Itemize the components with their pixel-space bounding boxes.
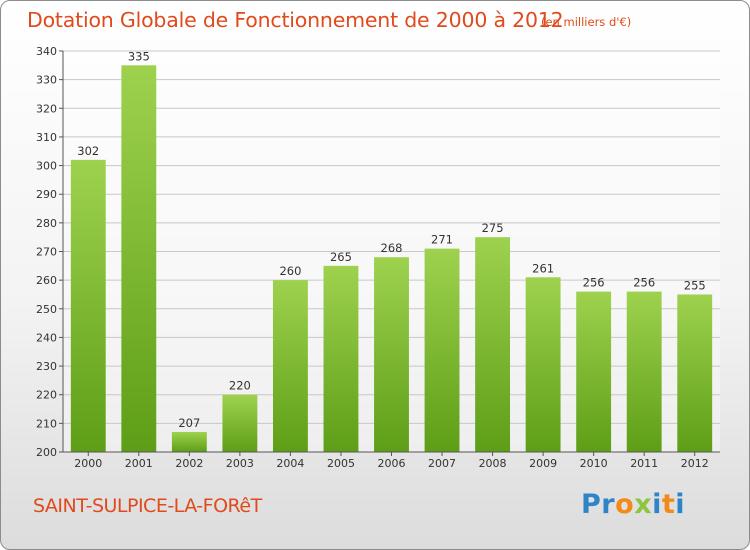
bar-value-label: 275: [482, 221, 504, 235]
logo-letter: i: [652, 489, 662, 520]
y-tick-label: 290: [36, 188, 57, 201]
bar: [374, 257, 409, 452]
bar-value-label: 220: [229, 379, 251, 393]
y-tick-label: 240: [36, 331, 57, 344]
y-tick-label: 340: [36, 45, 57, 58]
y-tick-label: 300: [36, 160, 57, 173]
bar: [424, 248, 460, 452]
bar-value-label: 261: [532, 261, 554, 275]
y-tick-label: 210: [36, 417, 57, 430]
y-tick-label: 230: [36, 360, 57, 373]
logo-letter: o: [615, 489, 635, 520]
y-tick-label: 330: [36, 74, 57, 87]
x-tick-label: 2008: [479, 457, 507, 470]
bar: [677, 294, 713, 452]
y-tick-label: 320: [36, 102, 57, 115]
x-tick-label: 2000: [74, 457, 102, 470]
y-tick-label: 260: [36, 274, 57, 287]
bar-value-label: 207: [178, 416, 200, 430]
x-tick-label: 2012: [681, 457, 709, 470]
chart-subtitle: (en milliers d'€): [541, 15, 632, 29]
bar: [121, 65, 157, 453]
bar: [272, 280, 308, 452]
x-tick-label: 2006: [378, 457, 406, 470]
y-tick-label: 280: [36, 217, 57, 230]
x-tick-label: 2004: [276, 457, 304, 470]
y-tick-label: 310: [36, 131, 57, 144]
x-tick-label: 2001: [125, 457, 153, 470]
bar-value-label: 271: [431, 233, 453, 247]
x-tick-label: 2005: [327, 457, 355, 470]
y-tick-label: 250: [36, 303, 57, 316]
commune-name: SAINT-SULPICE-LA-FORêT: [33, 495, 262, 517]
logo-letter: t: [661, 489, 676, 520]
x-tick-label: 2009: [529, 457, 557, 470]
bar: [323, 265, 359, 452]
bar: [70, 159, 106, 453]
bar: [525, 277, 561, 452]
x-tick-label: 2002: [175, 457, 203, 470]
logo-letter: P: [581, 489, 602, 520]
x-tick-label: 2007: [428, 457, 456, 470]
bar: [626, 291, 662, 452]
bar-value-label: 268: [381, 241, 403, 255]
chart-title: Dotation Globale de Fonctionnement de 20…: [27, 8, 564, 32]
bar-value-label: 302: [77, 144, 99, 158]
bar-value-label: 255: [684, 278, 706, 292]
bar-value-label: 256: [633, 276, 655, 290]
bar: [222, 394, 258, 452]
proxiti-logo: Proxiti: [581, 489, 685, 520]
y-tick-label: 220: [36, 389, 57, 402]
bar: [576, 291, 612, 452]
x-tick-label: 2003: [226, 457, 254, 470]
logo-letter: i: [675, 489, 686, 520]
y-tick-label: 200: [36, 446, 57, 459]
bar-value-label: 256: [583, 276, 605, 290]
x-tick-label: 2010: [580, 457, 608, 470]
bar-value-label: 260: [279, 264, 301, 278]
bar: [171, 431, 207, 452]
bar-value-label: 335: [128, 49, 150, 63]
logo-letter: x: [634, 489, 653, 520]
y-tick-label: 270: [36, 246, 57, 259]
logo-letter: r: [601, 489, 616, 520]
x-tick-label: 2011: [630, 457, 658, 470]
bar-value-label: 265: [330, 250, 352, 264]
bar: [475, 237, 511, 452]
